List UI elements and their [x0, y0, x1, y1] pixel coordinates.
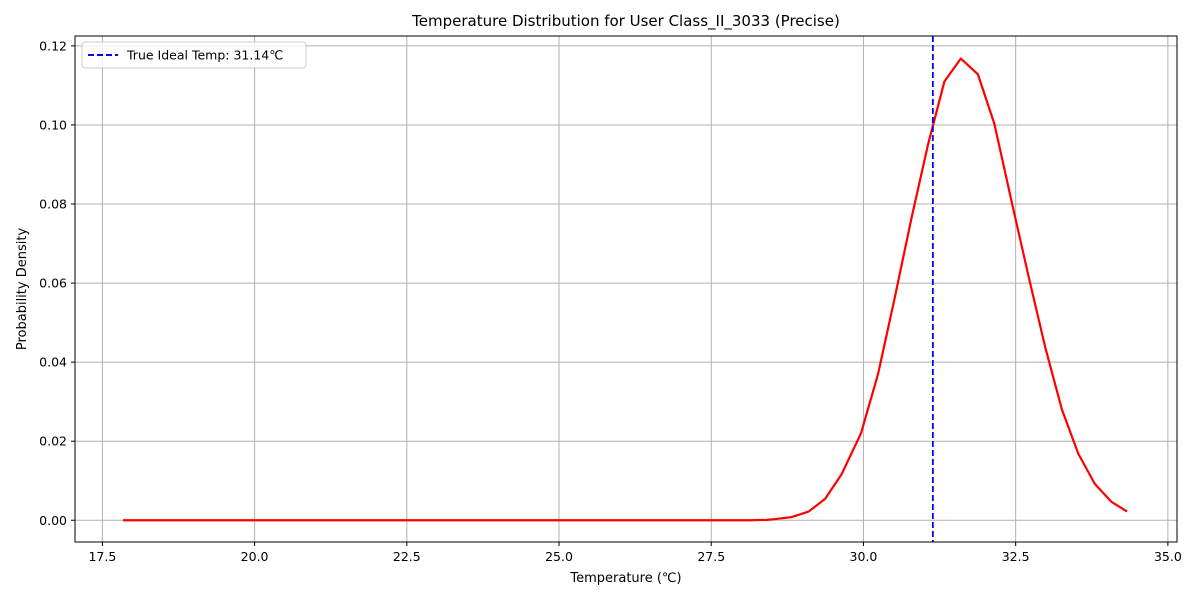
- y-tick-label: 0.12: [39, 38, 67, 53]
- x-axis-ticks: 17.5 20.0 22.5 25.0 27.5 30.0 32.5 35.0: [88, 542, 1182, 564]
- x-tick-label: 20.0: [241, 549, 269, 564]
- legend-box: [81, 41, 307, 69]
- density-curve: [123, 57, 1128, 522]
- y-tick-label: 0.00: [39, 513, 67, 528]
- x-tick-label: 30.0: [850, 549, 878, 564]
- x-axis-title: Temperature (℃): [569, 571, 681, 586]
- y-tick-label: 0.10: [39, 117, 67, 132]
- chart-title: Temperature Distribution for User Class_…: [411, 12, 840, 31]
- y-axis-title: Probability Density: [15, 228, 30, 351]
- y-tick-label: 0.04: [39, 355, 67, 370]
- series-layer: [123, 36, 1128, 542]
- x-tick-label: 32.5: [1002, 549, 1030, 564]
- legend: True Ideal Temp: 31.14℃: [81, 41, 307, 69]
- x-tick-label: 22.5: [393, 549, 421, 564]
- y-tick-label: 0.08: [39, 197, 67, 212]
- x-tick-label: 25.0: [545, 549, 573, 564]
- y-tick-label: 0.02: [39, 434, 67, 449]
- plot-frame: [74, 35, 1178, 543]
- x-tick-label: 35.0: [1154, 549, 1182, 564]
- y-tick-label: 0.06: [39, 276, 67, 291]
- y-axis-ticks: 0.00 0.02 0.04 0.06 0.08 0.10 0.12: [39, 38, 75, 528]
- grid: [75, 36, 1177, 542]
- legend-label: True Ideal Temp: 31.14℃: [126, 48, 283, 63]
- x-tick-label: 17.5: [88, 549, 116, 564]
- x-tick-label: 27.5: [697, 549, 725, 564]
